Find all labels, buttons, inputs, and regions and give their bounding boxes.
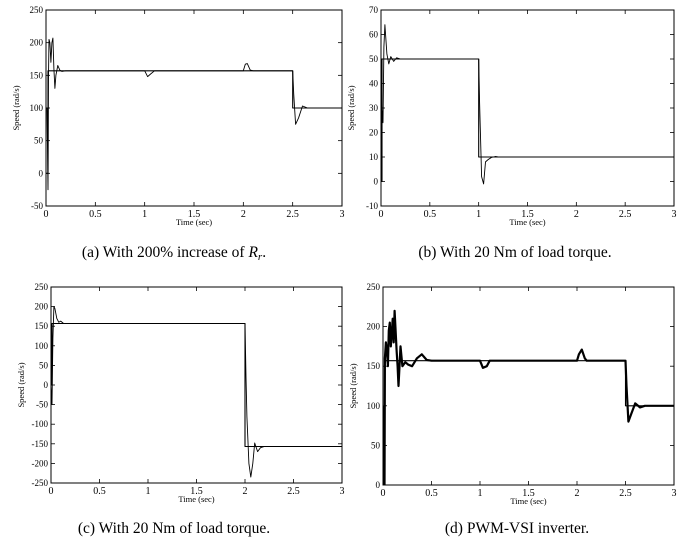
y-tick-label: -10 [366,201,378,211]
x-tick-label: 2.5 [619,209,632,220]
series-response-line [383,309,674,485]
x-tick-label: 2 [575,488,580,499]
y-tick-label: 100 [367,401,381,411]
x-tick-label: 2.5 [287,486,300,497]
x-tick-label: 1.5 [190,486,203,497]
chart-d: 0 0.5 1 1.5 2 2.5 3 0 50 100 150 200 250 Time (sec) Sp… [348,282,677,506]
series-reference-line [381,58,674,183]
x-axis-label: Time (sec) [176,217,212,227]
y-axis-label: Speed (rad/s) [348,363,358,408]
x-tick-label: 0.5 [424,209,437,220]
y-tick-label: 0 [44,380,49,390]
caption-d: (d) PWM-VSI inverter. [444,520,590,537]
y-tick-label: 70 [369,5,379,15]
x-tick-label: 0.5 [425,488,438,499]
x-tick-label: 2.5 [619,488,632,499]
y-tick-label: -250 [32,478,49,488]
x-tick-label: 1 [146,486,151,497]
x-tick-label: 3 [672,209,677,220]
y-tick-label: 250 [35,282,49,292]
y-axis-label: Speed (rad/s) [11,85,21,130]
y-tick-label: -50 [36,400,48,410]
y-tick-label: 200 [35,302,49,312]
series-response-line [46,37,342,191]
x-tick-label: 1 [142,209,147,220]
y-tick-label: 50 [34,136,44,146]
chart-c: 0 0.5 1 1.5 2 2.5 3 -250 -200 -150 -100 -50 0 50 100 15… [16,282,345,504]
x-tick-label: 1.5 [521,209,534,220]
y-tick-label: 200 [30,38,44,48]
caption-a: (a) With 200% increase of Rr. [81,244,267,263]
x-tick-label: 3 [340,486,345,497]
x-tick-label: 2 [241,209,246,220]
y-tick-label: -50 [31,201,43,211]
y-tick-label: 150 [30,70,44,80]
series-reference-line [383,360,674,485]
series-reference-line [51,322,342,448]
series-response-line [381,24,674,185]
x-tick-label: 1.5 [188,209,201,220]
y-tick-label: 100 [35,341,49,351]
y-tick-label: 0 [374,177,379,187]
y-tick-label: 30 [369,103,379,113]
y-axis-label: Speed (rad/s) [16,362,26,407]
plot-frame [382,286,675,486]
x-tick-label: 0.5 [89,209,102,220]
x-axis-label: Time (sec) [178,494,214,504]
caption-c: (c) With 20 Nm of load torque. [77,520,271,537]
x-tick-label: 3 [672,488,677,499]
plot-frame [380,9,675,207]
y-tick-label: 0 [39,168,44,178]
x-tick-label: 0 [379,209,384,220]
y-tick-label: 50 [369,54,379,64]
y-tick-label: 150 [35,321,49,331]
y-tick-label: 250 [30,5,44,15]
x-tick-label: 2.5 [286,209,299,220]
y-tick-label: 0 [376,480,381,490]
x-tick-label: 1.5 [522,488,535,499]
y-tick-label: 50 [39,360,49,370]
y-tick-label: 150 [367,361,381,371]
y-tick-label: 250 [367,282,381,292]
y-tick-label: -100 [32,419,49,429]
x-tick-label: 0 [49,486,54,497]
y-tick-label: -150 [32,439,49,449]
y-tick-label: 100 [30,103,44,113]
y-tick-label: -200 [32,458,49,468]
x-tick-label: 1 [476,209,481,220]
x-tick-label: 0 [381,488,386,499]
x-tick-label: 1 [478,488,483,499]
x-tick-label: 0.5 [93,486,106,497]
x-tick-label: 2 [243,486,248,497]
y-tick-label: 10 [369,152,379,162]
y-tick-label: 200 [367,322,381,332]
x-axis-label: Time (sec) [509,217,545,227]
y-tick-label: 40 [369,79,379,89]
y-tick-label: 50 [371,440,381,450]
x-tick-label: 0 [44,209,49,220]
caption-b: (b) With 20 Nm of load torque. [418,244,612,261]
y-tick-label: 20 [369,128,379,138]
y-tick-label: 60 [369,30,379,40]
x-tick-label: 2 [574,209,579,220]
series-response-line [51,306,342,478]
x-tick-label: 3 [340,209,345,220]
plot-frame [50,286,343,484]
series-reference-line [46,70,342,174]
x-axis-label: Time (sec) [510,496,546,506]
y-axis-label: Speed (rad/s) [346,85,356,130]
